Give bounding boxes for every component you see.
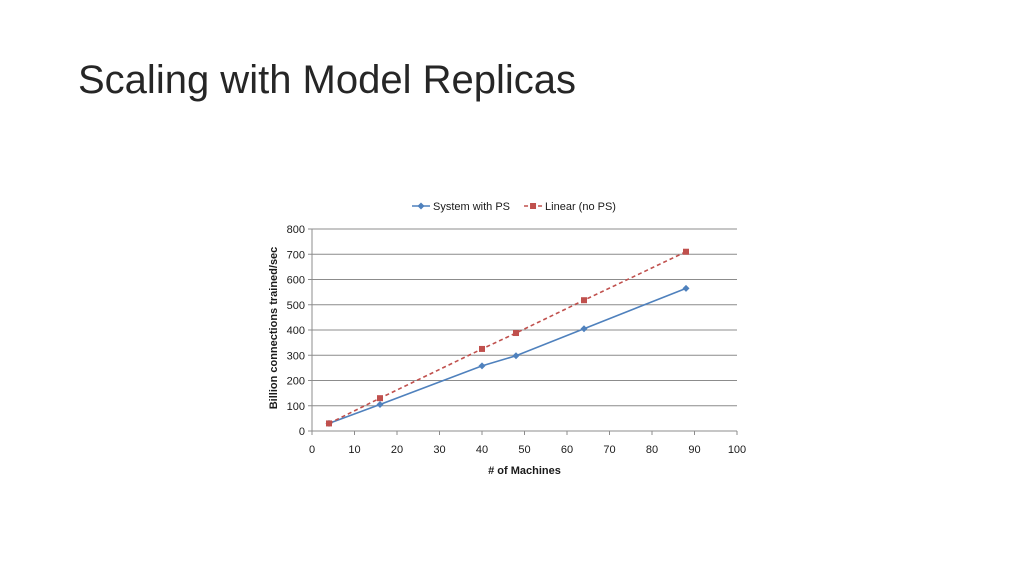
data-point-s1-2 [479,345,485,352]
x-tick-label-40: 40 [476,444,488,456]
y-tick-label-400: 400 [287,325,305,337]
y-tick-label-200: 200 [287,376,305,388]
data-point-s0-3 [512,352,520,360]
legend-label-0: System with PS [433,201,510,213]
data-point-s0-5 [682,284,690,292]
chart-gridlines [312,228,737,407]
y-tick-label-100: 100 [287,401,305,413]
legend-entry-0: System with PS [412,201,510,213]
x-axis-label: # of Machines [488,465,561,477]
legend-label-1: Linear (no PS) [545,201,616,213]
series-line-1 [328,251,687,425]
data-point-s1-0 [326,420,332,427]
x-tick-label-50: 50 [518,444,530,456]
x-tick-label-30: 30 [433,444,445,456]
x-tick-label-90: 90 [688,444,700,456]
data-point-s1-3 [513,330,519,337]
data-point-s1-1 [377,395,383,402]
x-tick-label-20: 20 [391,444,403,456]
y-tick-label-600: 600 [287,275,305,287]
data-point-s0-4 [580,325,588,333]
slide-title: Scaling with Model Replicas [78,58,577,102]
data-point-s0-2 [478,362,486,370]
chart-axes [308,228,738,435]
x-tick-label-10: 10 [348,444,360,456]
x-tick-label-100: 100 [728,444,746,456]
x-tick-label-80: 80 [646,444,658,456]
y-tick-label-500: 500 [287,300,305,312]
data-point-s1-5 [683,248,689,255]
x-tick-label-70: 70 [603,444,615,456]
series-line-0 [328,287,687,425]
y-tick-label-0: 0 [299,426,305,438]
chart-series [325,248,690,427]
x-tick-label-0: 0 [309,444,315,456]
legend-marker-1 [530,203,537,209]
y-tick-label-700: 700 [287,249,305,261]
legend-marker-0 [417,202,425,210]
chart-tick-labels: 0 100 200 300 400 500 600 700 800 0 10 20 30 40 50 60 70… [287,224,747,456]
y-tick-label-300: 300 [287,350,305,362]
legend-entry-1: Linear (no PS) [524,201,616,213]
chart-legend: System with PS Linear (no PS) [412,201,616,213]
y-tick-label-800: 800 [287,224,305,236]
x-tick-label-60: 60 [561,444,573,456]
data-point-s0-1 [376,400,384,408]
y-axis-label: Billion connections trained/sec [268,247,280,410]
data-point-s1-4 [581,297,587,304]
